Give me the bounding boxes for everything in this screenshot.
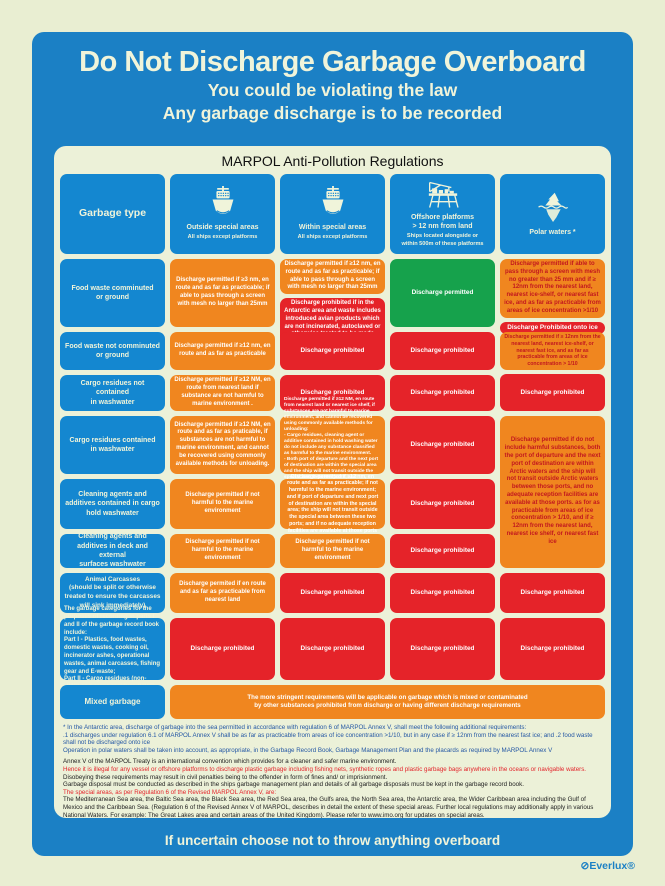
poster-title: Do Not Discharge Garbage Overboard [79, 46, 586, 78]
bottom-banner: If uncertain choose not to throw anythin… [164, 833, 501, 848]
row-label-cleaning-agents-cargo-hold: Cleaning agents and additives contained … [60, 479, 165, 529]
cell-r2-within: Discharge prohibited [280, 332, 385, 370]
cell-r5-outside: Discharge permitted if not harmful to th… [170, 479, 275, 529]
col-header-garbage-type: Garbage type [60, 174, 165, 254]
footnotes: * In the Antarctic area, discharge of ga… [60, 724, 605, 818]
poster-subtitle-2: Any garbage discharge is to be recorded [162, 103, 503, 123]
cell-r2-polar-permitted: Discharge permitted if ≥ 12nm from the n… [500, 332, 605, 370]
col-subtitle: All ships except platforms [187, 234, 258, 241]
cell-r2-polar: Discharge permitted if ≥ 12nm from the n… [500, 332, 605, 387]
cell-r8-offshore: Discharge prohibited [390, 618, 495, 680]
col-header-outside-special-areas: Outside special areas All ships except p… [170, 174, 275, 254]
cell-r2-outside: Discharge permitted if ≥12 nm, en route … [170, 332, 275, 370]
col-title: Within special areas [298, 224, 367, 232]
iceberg-icon [537, 192, 568, 222]
cell-r4-outside: Discharge permitted if ≥12 NM, en route … [170, 416, 275, 474]
regulations-panel: MARPOL Anti-Pollution Regulations Garbag… [54, 146, 611, 818]
cell-r7-within: Discharge prohibited [280, 573, 385, 613]
row-label-mixed-garbage: Mixed garbage [60, 685, 165, 719]
col-header-offshore-platforms: Offshore platforms > 12 nm from land Shi… [390, 174, 495, 254]
cell-r1-polar: Discharge permitted if able to pass thro… [500, 259, 605, 334]
cell-r7-outside: Discharge permited if en route and as fa… [170, 573, 275, 613]
cell-r7-offshore: Discharge prohibited [390, 573, 495, 613]
cell-r9-mixed-wide: The more stringent requirements will be … [170, 685, 605, 719]
col-title: Polar waters * [529, 228, 576, 236]
regulations-heading: MARPOL Anti-Pollution Regulations [221, 153, 444, 169]
col-subtitle: All ships except platforms [297, 234, 368, 241]
poster-subtitle-1: You could be violating the law [207, 80, 458, 100]
cell-r1-offshore: Discharge permitted [390, 259, 495, 327]
ship-icon [322, 186, 343, 215]
col-header-within-special-areas: Within special areas All ships except pl… [280, 174, 385, 254]
col-subtitle: Ships located alongside or within 500m o… [401, 233, 484, 247]
col-header-polar-waters: Polar waters * [500, 174, 605, 254]
cell-r6-within: Discharge permitted if not harmful to th… [280, 534, 385, 568]
cell-r3-offshore: Discharge prohibited [390, 375, 495, 411]
cell-r5-offshore: Discharge prohibited [390, 479, 495, 529]
row-label-animal-carcasses: Animal Carcasses (should be split or oth… [60, 573, 165, 613]
footnote-penalties: Disobeying these requirements may result… [63, 773, 388, 781]
footnote-special-areas-list: The Mediterranean Sea area, the Baltic S… [63, 796, 594, 818]
regulations-table: Garbage type Outside special area [60, 174, 605, 719]
cell-r1-polar-permitted: Discharge permitted if able to pass thro… [500, 259, 605, 318]
everlux-logo: ⊘Everlux® [580, 860, 635, 872]
footnote-antarctic-3: Operation in polar waters shall be taken… [63, 746, 553, 754]
row-label-food-waste-comminuted: Food waste comminuted or ground [60, 259, 165, 327]
cell-r4-offshore: Discharge prohibited [390, 416, 495, 474]
cell-r3-polar: Discharge prohibited [500, 375, 605, 411]
cell-r1-within: Discharge permitted if ≥12 nm, en route … [280, 259, 385, 349]
footnote-annex-v: Annex V of the MARPOL Treaty is an inter… [63, 758, 397, 766]
footnote-garbage-plan: Garbage disposal must be conducted as de… [63, 781, 524, 789]
cell-r1-polar-prohibited-ice: Discharge Prohibited onto ice [500, 321, 605, 334]
col-title: Offshore platforms > 12 nm from land [410, 214, 474, 231]
cell-r8-within: Discharge prohibited [280, 618, 385, 680]
row-label-cargo-residues-contained: Cargo residues contained in washwater [60, 416, 165, 474]
cell-r1-outside: Discharge permitted if ≥3 nm, en route a… [170, 259, 275, 327]
row-label-food-waste-not-comminuted: Food waste not comminuted or ground [60, 332, 165, 370]
cell-r7-polar: Discharge prohibited [500, 573, 605, 613]
cell-r5-within: Discharge permitted if ≥12 nm, en route … [280, 474, 385, 534]
footnote-illegal-plastic: Hence it is illegal for any vessel or of… [63, 765, 587, 773]
col-title: Outside special areas [186, 224, 259, 232]
footnote-antarctic-1: * In the Antarctic area, discharge of ga… [63, 724, 527, 731]
cell-r3-within: Discharge prohibited [280, 375, 385, 411]
footnote-antarctic-2: .1 discharges under regulation 6.1 of MA… [63, 731, 593, 747]
offshore-platform-icon [428, 181, 459, 208]
footnote-special-areas-heading: The special areas, as per Regulation 6 o… [63, 788, 277, 796]
cell-r4-r6-polar-span: Discharge permitted if do not include ha… [500, 416, 605, 568]
row-label-garbage-record-book: The garbage categories for the purposes … [60, 606, 165, 690]
cell-r8-outside: Discharge prohibited [170, 618, 275, 680]
row-label-cleaning-agents-deck: Cleaning agents and additives in deck an… [60, 533, 165, 568]
cell-r4-within: Discharge permitted if ≥12 NM, en route … [280, 397, 385, 492]
cell-r8-polar: Discharge prohibited [500, 618, 605, 680]
cell-r3-outside: Discharge permitted if ≥12 NM, en route … [170, 375, 275, 411]
cell-r2-offshore: Discharge prohibited [390, 332, 495, 370]
cell-r6-outside: Discharge permitted if not harmful to th… [170, 534, 275, 568]
ship-icon [212, 186, 233, 215]
cell-r6-offshore: Discharge prohibited [390, 534, 495, 568]
sign-panel: Do Not Discharge Garbage Overboard You c… [32, 32, 633, 856]
cell-r1-within-permitted: Discharge permitted if ≥12 nm, en route … [280, 259, 385, 295]
row-label-cargo-residues-not-contained: Cargo residues not contained in washwate… [60, 375, 165, 411]
